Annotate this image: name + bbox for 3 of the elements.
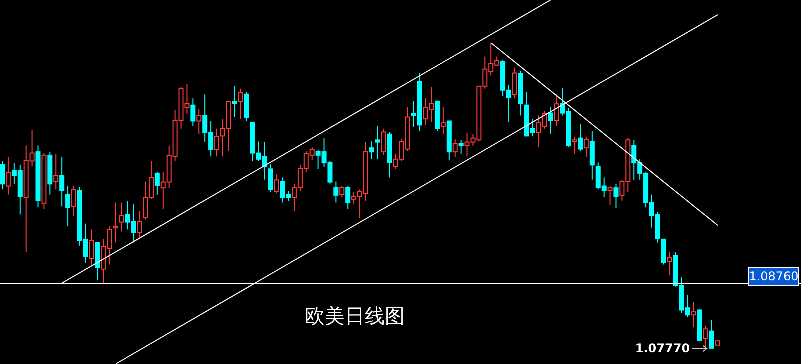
text: 1.08760 — [749, 270, 799, 284]
annotation: 1.07770 — [635, 342, 690, 356]
text: 欧美日线图 — [305, 303, 405, 330]
